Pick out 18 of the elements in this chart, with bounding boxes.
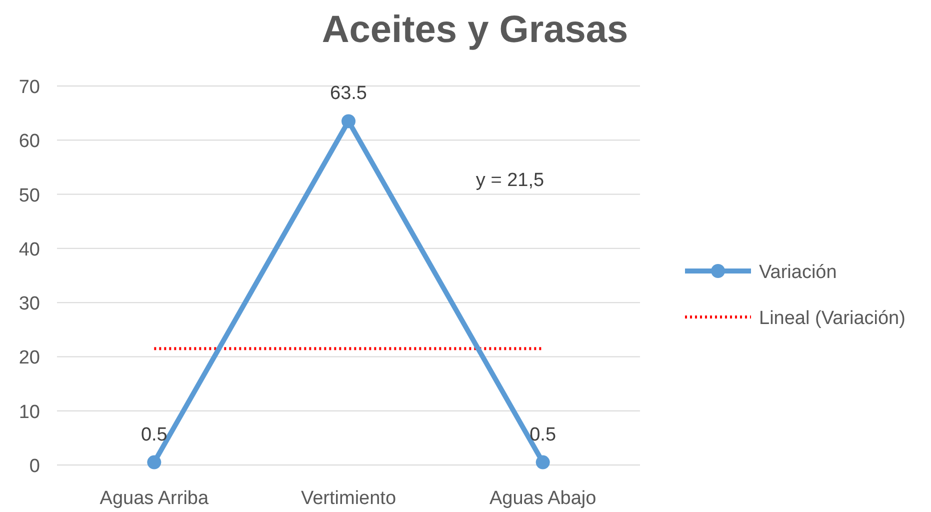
chart-title: Aceites y Grasas <box>322 9 628 51</box>
annotation: y = 21,5 <box>476 170 544 191</box>
y-tick-label: 60 <box>18 131 40 152</box>
y-tick-label: 0 <box>29 456 40 477</box>
x-tick-label: Aguas Abajo <box>489 488 596 509</box>
legend-label: Lineal (Variación) <box>759 308 906 329</box>
x-tick-label: Aguas Arriba <box>100 488 209 509</box>
legend-label: Variación <box>759 262 837 283</box>
y-tick-label: 20 <box>18 348 40 369</box>
y-tick-label: 50 <box>18 185 40 206</box>
y-tick-label: 70 <box>18 77 40 98</box>
y-tick-label: 40 <box>18 239 40 260</box>
y-tick-label: 30 <box>18 294 40 315</box>
y-tick-label: 10 <box>18 402 40 423</box>
data-label: 0.5 <box>530 424 556 446</box>
x-tick-label: Vertimiento <box>300 488 396 509</box>
data-label: 0.5 <box>140 424 168 446</box>
data-label: 63.5 <box>330 83 367 104</box>
